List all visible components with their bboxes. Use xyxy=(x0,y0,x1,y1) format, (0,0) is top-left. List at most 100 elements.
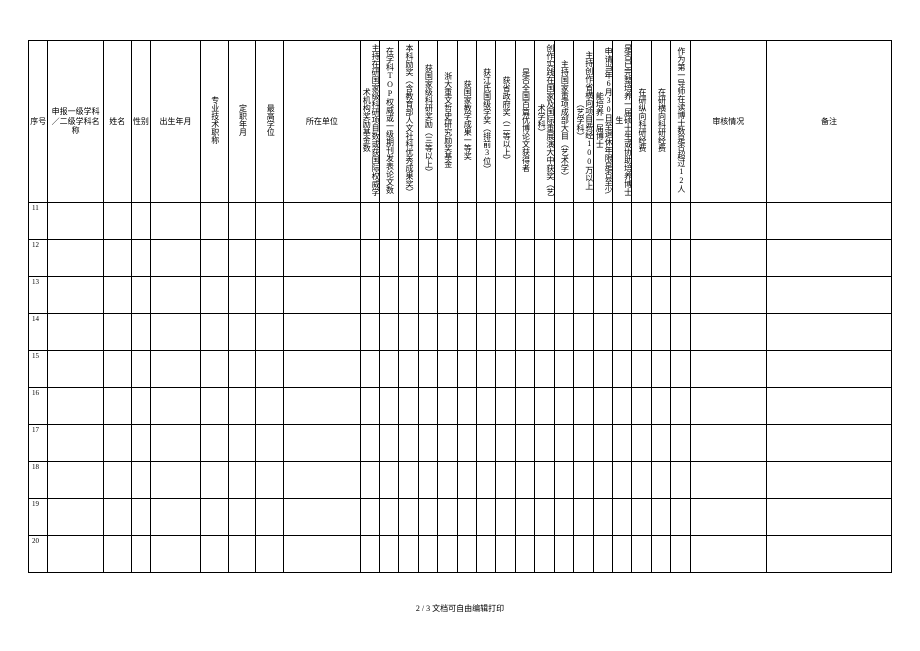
table-cell xyxy=(360,387,379,424)
table-cell xyxy=(515,276,534,313)
table-cell xyxy=(477,313,496,350)
table-cell xyxy=(418,202,437,239)
table-cell xyxy=(477,276,496,313)
table-cell xyxy=(671,202,690,239)
table-cell: 17 xyxy=(29,424,48,461)
table-cell xyxy=(48,202,103,239)
table-cell xyxy=(574,350,593,387)
table-cell xyxy=(399,461,418,498)
table-cell xyxy=(515,535,534,572)
table-cell xyxy=(477,498,496,535)
table-cell xyxy=(418,535,437,572)
table-cell xyxy=(103,313,131,350)
table-cell xyxy=(457,239,476,276)
table-cell xyxy=(201,313,229,350)
table-cell xyxy=(284,387,360,424)
table-cell: 12 xyxy=(29,239,48,276)
table-cell xyxy=(496,535,515,572)
table-cell xyxy=(651,313,670,350)
table-cell xyxy=(632,535,651,572)
table-cell xyxy=(496,313,515,350)
table-cell xyxy=(496,424,515,461)
table-cell xyxy=(574,276,593,313)
table-cell xyxy=(151,424,201,461)
table-cell xyxy=(151,387,201,424)
table-cell xyxy=(554,202,573,239)
table-cell xyxy=(477,202,496,239)
table-cell xyxy=(554,239,573,276)
table-cell xyxy=(151,350,201,387)
table-cell xyxy=(103,276,131,313)
table-cell xyxy=(690,424,766,461)
table-cell xyxy=(690,498,766,535)
table-cell xyxy=(477,424,496,461)
table-cell xyxy=(457,498,476,535)
table-cell xyxy=(690,535,766,572)
table-cell xyxy=(131,276,150,313)
table-cell xyxy=(632,239,651,276)
table-cell xyxy=(535,202,554,239)
column-header: 是否全国百篇优博论文获得者 xyxy=(515,41,534,203)
table-cell xyxy=(438,461,457,498)
table-cell xyxy=(690,276,766,313)
table-cell xyxy=(201,461,229,498)
table-cell xyxy=(515,239,534,276)
table-cell xyxy=(477,387,496,424)
table-cell xyxy=(612,387,631,424)
table-cell xyxy=(379,350,398,387)
table-cell xyxy=(228,276,256,313)
table-cell xyxy=(515,424,534,461)
table-cell xyxy=(151,202,201,239)
table-cell xyxy=(228,350,256,387)
table-cell xyxy=(535,424,554,461)
table-cell xyxy=(418,498,437,535)
table-row: 16 xyxy=(29,387,892,424)
table-cell: 16 xyxy=(29,387,48,424)
table-cell xyxy=(151,313,201,350)
table-cell xyxy=(574,202,593,239)
table-cell xyxy=(496,387,515,424)
column-header: 是否已完整培养一届硕士生或协助培养博士生 xyxy=(612,41,631,203)
table-cell xyxy=(284,461,360,498)
table-cell xyxy=(535,498,554,535)
table-cell xyxy=(535,535,554,572)
column-header: 姓名 xyxy=(103,41,131,203)
table-cell xyxy=(457,276,476,313)
table-cell xyxy=(515,387,534,424)
table-cell xyxy=(284,350,360,387)
table-cell xyxy=(256,535,284,572)
table-cell xyxy=(535,313,554,350)
table-cell xyxy=(228,535,256,572)
table-cell xyxy=(671,239,690,276)
table-cell xyxy=(632,461,651,498)
table-cell xyxy=(612,350,631,387)
table-cell: 15 xyxy=(29,350,48,387)
table-cell xyxy=(593,350,612,387)
data-table: 序号申报一级学科／二级学科名称姓名性别出生年月专业技术职称定职年月最高学位所在单… xyxy=(28,40,892,573)
table-cell xyxy=(131,239,150,276)
table-cell xyxy=(690,313,766,350)
table-cell xyxy=(457,202,476,239)
table-row: 11 xyxy=(29,202,892,239)
table-cell xyxy=(632,276,651,313)
table-cell xyxy=(496,276,515,313)
table-row: 20 xyxy=(29,535,892,572)
table-cell xyxy=(632,498,651,535)
table-cell xyxy=(360,239,379,276)
table-cell xyxy=(632,313,651,350)
table-cell xyxy=(228,498,256,535)
table-cell xyxy=(651,498,670,535)
table-cell xyxy=(438,498,457,535)
table-cell xyxy=(496,350,515,387)
table-cell xyxy=(131,498,150,535)
table-cell xyxy=(671,424,690,461)
table-cell xyxy=(228,424,256,461)
table-cell xyxy=(766,276,891,313)
column-header: 所在单位 xyxy=(284,41,360,203)
table-cell xyxy=(535,276,554,313)
table-cell xyxy=(593,535,612,572)
table-cell xyxy=(284,239,360,276)
column-header: 定职年月 xyxy=(228,41,256,203)
table-cell xyxy=(593,387,612,424)
table-cell xyxy=(438,424,457,461)
